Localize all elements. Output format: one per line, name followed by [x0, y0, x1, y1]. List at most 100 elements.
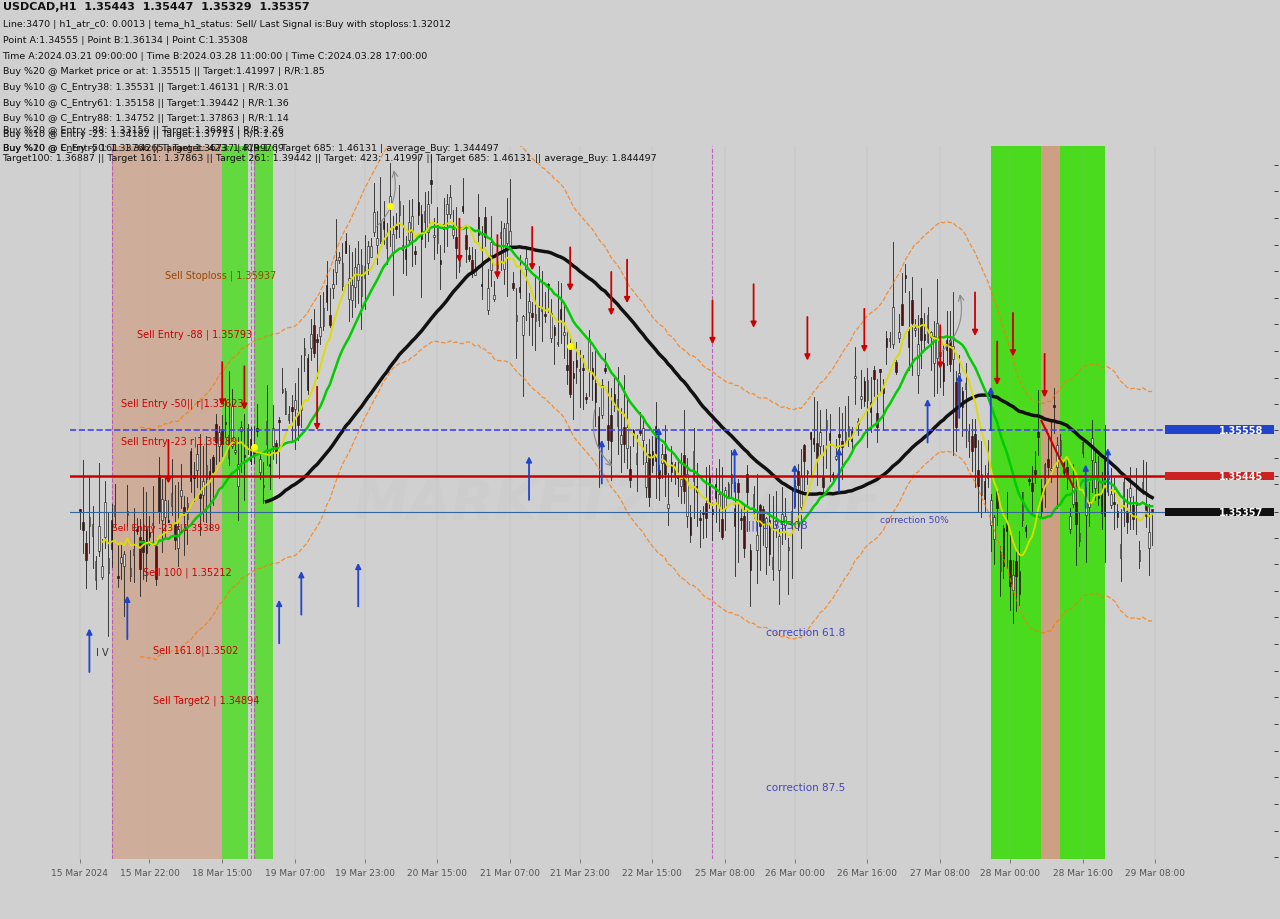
- Bar: [794, 486, 795, 488]
- Bar: [443, 224, 444, 230]
- Bar: [398, 201, 401, 216]
- Bar: [468, 255, 470, 259]
- Bar: [161, 499, 163, 521]
- Bar: [544, 315, 545, 317]
- Bar: [626, 427, 628, 448]
- Bar: [557, 343, 558, 345]
- Bar: [1133, 505, 1134, 519]
- Text: Buy %10 @ C_Entry88: 1.34752 || Target:1.37863 | R/R:1.14: Buy %10 @ C_Entry88: 1.34752 || Target:1…: [3, 114, 288, 123]
- Bar: [538, 307, 539, 321]
- Bar: [566, 366, 568, 371]
- Text: Sell 161.8|1.3502: Sell 161.8|1.3502: [152, 645, 238, 656]
- Bar: [591, 369, 593, 380]
- Bar: [484, 218, 485, 238]
- Bar: [1139, 550, 1140, 562]
- Bar: [602, 385, 603, 415]
- Bar: [481, 285, 483, 287]
- Bar: [826, 421, 827, 430]
- Bar: [819, 432, 820, 447]
- Bar: [677, 476, 678, 479]
- Bar: [993, 517, 995, 539]
- Bar: [275, 444, 276, 453]
- Text: correction 61.8: correction 61.8: [767, 627, 846, 637]
- Bar: [465, 235, 467, 250]
- Bar: [421, 215, 422, 240]
- Text: 1.35558: 1.35558: [1219, 425, 1263, 436]
- Bar: [301, 406, 302, 410]
- Bar: [860, 397, 861, 399]
- Bar: [342, 263, 343, 287]
- Bar: [731, 474, 732, 483]
- Bar: [1006, 523, 1007, 531]
- Bar: [772, 558, 773, 570]
- Bar: [116, 576, 119, 578]
- Bar: [187, 503, 188, 519]
- Bar: [709, 478, 710, 504]
- Bar: [813, 438, 814, 444]
- Bar: [899, 333, 900, 338]
- Bar: [348, 278, 349, 300]
- Bar: [250, 439, 251, 461]
- Text: correction 50%: correction 50%: [881, 515, 948, 524]
- Bar: [901, 305, 904, 325]
- Bar: [88, 517, 90, 526]
- Bar: [660, 455, 663, 464]
- Bar: [858, 422, 859, 425]
- Bar: [952, 346, 954, 359]
- Bar: [535, 315, 536, 322]
- Bar: [589, 340, 590, 371]
- Bar: [1103, 459, 1106, 516]
- Bar: [559, 310, 562, 320]
- Bar: [404, 249, 407, 259]
- Bar: [282, 390, 283, 392]
- Bar: [518, 288, 521, 293]
- Bar: [744, 516, 745, 549]
- Bar: [105, 503, 106, 537]
- Bar: [595, 383, 596, 403]
- Bar: [920, 319, 922, 341]
- Bar: [888, 338, 891, 342]
- Bar: [168, 520, 169, 522]
- Text: Sell Entry -50|| r|1.35623: Sell Entry -50|| r|1.35623: [122, 399, 243, 409]
- Bar: [219, 432, 220, 447]
- Bar: [870, 403, 872, 413]
- Bar: [1069, 516, 1070, 529]
- Bar: [223, 147, 247, 859]
- Bar: [750, 550, 751, 570]
- Bar: [253, 448, 255, 454]
- Bar: [696, 487, 698, 493]
- Bar: [376, 238, 378, 245]
- Bar: [1085, 499, 1087, 516]
- Bar: [918, 345, 919, 375]
- Bar: [877, 414, 878, 427]
- Bar: [617, 399, 618, 426]
- Bar: [449, 198, 451, 214]
- Bar: [114, 505, 115, 516]
- Bar: [864, 381, 865, 402]
- Bar: [1151, 509, 1153, 512]
- Bar: [273, 428, 274, 447]
- Bar: [774, 520, 777, 526]
- Bar: [924, 335, 925, 341]
- Bar: [718, 494, 719, 506]
- Bar: [415, 252, 416, 255]
- Bar: [428, 204, 429, 233]
- Bar: [931, 333, 932, 337]
- Bar: [477, 218, 479, 236]
- Text: 1.35445: 1.35445: [1219, 471, 1263, 482]
- Bar: [721, 519, 723, 538]
- Bar: [699, 518, 700, 521]
- Text: Sell Entry -23 r|1.35589: Sell Entry -23 r|1.35589: [122, 437, 237, 447]
- Bar: [1025, 528, 1027, 532]
- Bar: [756, 536, 758, 550]
- Text: correction 87.5: correction 87.5: [767, 783, 846, 792]
- Bar: [212, 458, 214, 472]
- Text: Buy %20 @ Entry -50: 1.33766 || Target:1.36737 | R/R:1.69: Buy %20 @ Entry -50: 1.33766 || Target:1…: [3, 144, 283, 153]
- Bar: [684, 456, 685, 491]
- Bar: [475, 271, 476, 276]
- Bar: [499, 233, 502, 239]
- Bar: [582, 369, 584, 370]
- Bar: [1082, 442, 1083, 453]
- Bar: [326, 286, 328, 302]
- Bar: [456, 238, 457, 248]
